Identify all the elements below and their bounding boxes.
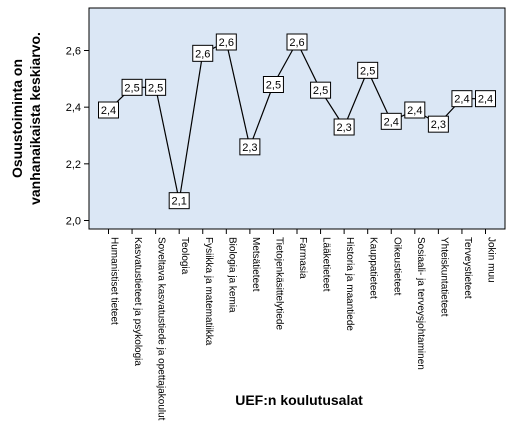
y-tick-label: 2,0 [66, 216, 81, 228]
data-label: 2,4 [98, 101, 119, 119]
data-label-box [310, 81, 332, 99]
x-tick-label: Terveystieteet [462, 237, 473, 299]
data-label: 2,3 [333, 118, 355, 136]
x-axis: Humanistiset tieteet Kasvatustieteet ja p… [108, 229, 497, 426]
data-label: 2,6 [286, 33, 308, 51]
x-tick-label: Lääketieteet [321, 237, 332, 292]
data-label: 2,6 [192, 44, 214, 62]
data-label-text: 2,5 [313, 85, 328, 97]
y-tick-label: 2,4 [66, 102, 81, 114]
data-label: 2,4 [404, 101, 426, 119]
data-label-box [286, 33, 308, 51]
data-label-box [357, 61, 379, 79]
data-labels-group: 2,4 2,5 2,5 2,1 2,6 2,6 2,3 2,5 2,6 2,5 2,3 2,5 2,4 2… [98, 33, 496, 210]
data-label-text: 2,4 [384, 116, 399, 128]
x-tick-label: Soveltava kasvatustiede ja opettajakoulu… [156, 237, 167, 421]
data-label-box [192, 44, 214, 62]
y-axis-title-line: vanhanaikaista keskiarvo. [27, 32, 43, 205]
data-label-text: 2,4 [101, 105, 116, 117]
data-label: 2,3 [239, 138, 261, 156]
data-label-box [239, 138, 261, 156]
data-label-box [145, 78, 167, 96]
data-label: 2,5 [145, 78, 167, 96]
x-tick-label: Teologia [179, 237, 190, 275]
data-label-box [98, 101, 119, 119]
data-label: 2,4 [475, 90, 496, 108]
x-tick-label: Fysiikka ja matematiikka [203, 237, 214, 346]
y-axis: 2,0 2,2 2,4 2,6 [66, 46, 89, 228]
data-label-text: 2,3 [431, 119, 446, 131]
data-label-text: 2,6 [219, 37, 234, 49]
y-tick-label: 2,2 [66, 159, 81, 171]
data-label-text: 2,5 [360, 65, 375, 77]
x-tick-label: Farmasia [297, 237, 308, 279]
data-label-text: 2,6 [289, 37, 304, 49]
x-axis-title: UEF:n koulutusalat [235, 392, 363, 408]
y-axis-title: Osuustoiminta on vanhanaikaista keskiarvo… [9, 32, 43, 205]
data-label-text: 2,5 [148, 82, 163, 94]
data-label-box [451, 90, 473, 108]
data-label-box [475, 90, 496, 108]
data-label: 2,4 [380, 112, 402, 130]
x-tick-label: Sosiaali- ja terveysjohtaminen [415, 237, 426, 370]
data-label: 2,5 [310, 81, 332, 99]
x-tick-label: Kauppatieteet [368, 237, 379, 299]
data-label-text: 2,4 [407, 105, 422, 117]
data-label-box [404, 101, 426, 119]
x-tick-label: Historia ja maantiede [344, 237, 355, 331]
data-label-box [121, 78, 143, 96]
x-tick-label: Jokin muu [486, 237, 497, 283]
data-label: 2,6 [215, 33, 237, 51]
data-label: 2,5 [357, 61, 379, 79]
x-tick-label: Yhteiskuntatieteet [438, 237, 449, 317]
data-label-box [262, 76, 284, 93]
x-tick-label: Humanistiset tieteet [109, 237, 120, 325]
x-tick-label: Metsätieteet [250, 237, 261, 292]
y-tick-label: 2,6 [66, 46, 81, 58]
data-label: 2,5 [121, 78, 143, 96]
data-label-text: 2,5 [266, 80, 281, 92]
data-label-text: 2,4 [454, 94, 469, 106]
data-label-text: 2,3 [242, 142, 257, 154]
x-tick-label: Tietojenkäsittelytiede [273, 237, 284, 330]
data-label: 2,5 [262, 76, 284, 93]
data-label-box [168, 192, 190, 210]
data-label: 2,4 [451, 90, 473, 108]
x-tick-label: Biologia ja kemia [226, 237, 237, 313]
data-label-text: 2,4 [478, 94, 493, 106]
y-axis-title-line: Osuustoiminta on [9, 59, 25, 178]
data-label-text: 2,1 [172, 196, 187, 208]
data-label-box [215, 33, 237, 51]
data-label-box [427, 115, 449, 133]
data-label: 2,1 [168, 192, 190, 210]
data-label-text: 2,3 [336, 122, 351, 134]
data-label-box [333, 118, 355, 136]
data-label: 2,3 [427, 115, 449, 133]
data-label-text: 2,5 [124, 82, 139, 94]
data-label-box [380, 112, 402, 130]
x-tick-label: Kasvatustieteet ja psykologia [132, 237, 143, 366]
data-label-text: 2,6 [195, 48, 210, 60]
x-tick-label: Oikeustieteet [391, 237, 402, 296]
